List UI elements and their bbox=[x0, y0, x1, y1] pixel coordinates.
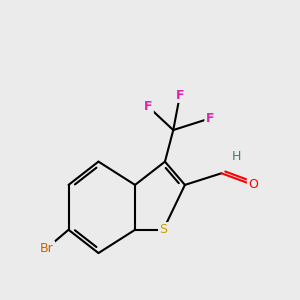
Text: F: F bbox=[176, 88, 184, 102]
Text: S: S bbox=[159, 223, 167, 236]
Text: O: O bbox=[248, 178, 258, 191]
Text: F: F bbox=[144, 100, 153, 113]
Text: F: F bbox=[206, 112, 214, 125]
Text: H: H bbox=[232, 150, 241, 163]
Text: Br: Br bbox=[40, 242, 54, 255]
